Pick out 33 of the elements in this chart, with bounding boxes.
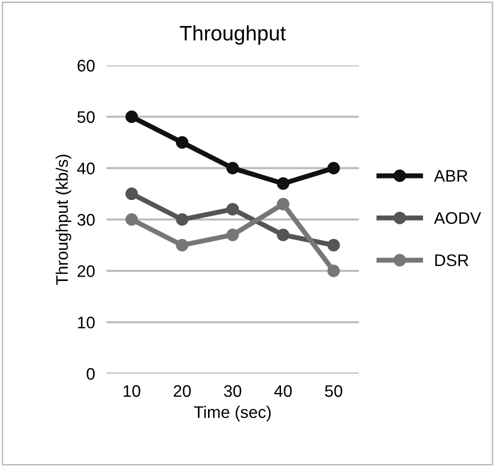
point [327, 264, 340, 278]
legend-label: AODV [434, 212, 482, 224]
y-tick-label: 0 [86, 368, 95, 380]
point [276, 198, 290, 210]
point [226, 228, 239, 242]
legend-label: ABR [434, 170, 468, 182]
point [276, 228, 290, 242]
point [176, 213, 188, 226]
point [226, 162, 239, 174]
point [327, 238, 340, 252]
point [276, 177, 290, 190]
x-tick-label: 40 [274, 385, 292, 397]
y-tick-label: 60 [78, 60, 95, 72]
y-tick-label: 50 [77, 111, 95, 123]
x-axis-title: Time (sec) [194, 406, 271, 422]
point [125, 188, 138, 200]
x-tick-label: 30 [224, 385, 242, 397]
point [327, 162, 340, 174]
chart-title: Throughput [180, 25, 286, 45]
x-tick-label: 50 [325, 385, 342, 397]
y-tick-label: 10 [78, 316, 95, 328]
point [176, 136, 188, 149]
y-tick-label: 20 [78, 265, 95, 278]
y-axis-title: Throughput (kb/s) [56, 154, 72, 285]
point [176, 238, 188, 252]
legend-label: DSR [435, 254, 468, 266]
point [125, 213, 138, 226]
y-tick-label: 40 [77, 162, 95, 174]
point [125, 110, 138, 123]
point [226, 202, 239, 216]
x-tick-label: 20 [174, 385, 191, 397]
y-tick-label: 30 [77, 214, 95, 226]
x-tick-label: 10 [124, 385, 140, 397]
